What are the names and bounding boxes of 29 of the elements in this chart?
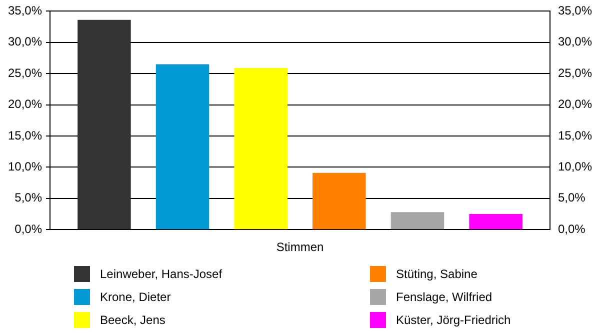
legend-label: Küster, Jörg-Friedrich bbox=[396, 312, 511, 326]
legend-label: Leinweber, Hans-Josef bbox=[100, 266, 222, 280]
text: 20,0% bbox=[558, 97, 592, 112]
legend-label: Beeck, Jens bbox=[100, 312, 166, 326]
text: 30,0% bbox=[558, 34, 592, 49]
bar bbox=[156, 64, 210, 230]
legend-label: Krone, Dieter bbox=[100, 290, 171, 304]
text: 10,0% bbox=[558, 160, 592, 174]
y-tick-label: 25,0% bbox=[8, 66, 42, 80]
y-tick-label: 0,0% bbox=[14, 222, 42, 236]
y-tick-label: 5,0% bbox=[14, 190, 42, 205]
x-tick-label: Stimmen bbox=[276, 240, 324, 254]
y-tick-label: 35,0% bbox=[8, 4, 42, 18]
y-tick-label: 10,0% bbox=[8, 160, 42, 174]
text: 25,0% bbox=[558, 66, 592, 80]
y-tick-label: 15,0% bbox=[8, 128, 42, 142]
y-tick-label: 20,0% bbox=[8, 97, 42, 112]
text: 0,0% bbox=[558, 222, 586, 236]
legend-label: Stüting, Sabine bbox=[396, 266, 478, 280]
bar bbox=[234, 68, 288, 230]
y-tick-label: 30,0% bbox=[8, 34, 42, 49]
legend-label: Fenslage, Wilfried bbox=[396, 290, 492, 304]
bar bbox=[312, 172, 366, 230]
bar bbox=[390, 212, 444, 230]
bar bbox=[78, 20, 131, 230]
text: 5,0% bbox=[558, 190, 586, 205]
bar bbox=[469, 214, 522, 230]
text: 35,0% bbox=[558, 4, 592, 18]
text: 15,0% bbox=[558, 128, 592, 142]
